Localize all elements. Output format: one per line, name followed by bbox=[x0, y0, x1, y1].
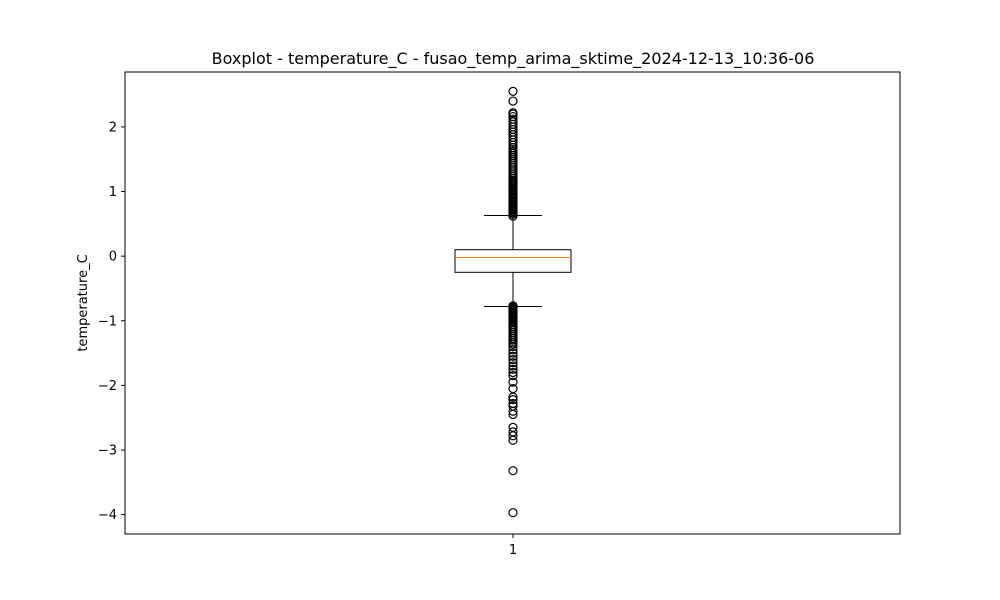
outlier-point bbox=[508, 406, 518, 416]
outlier-point bbox=[508, 342, 518, 352]
y-tick-label: −1 bbox=[98, 314, 117, 329]
outlier-point bbox=[508, 409, 518, 420]
x-tick-label: 1 bbox=[509, 543, 517, 558]
outlier-point bbox=[508, 377, 518, 387]
y-axis-label: temperature_C bbox=[76, 254, 91, 351]
iqr-box bbox=[454, 249, 572, 273]
outlier-point bbox=[508, 367, 518, 378]
outlier-point bbox=[508, 86, 518, 96]
outlier-point bbox=[508, 466, 518, 476]
outlier-point bbox=[508, 364, 518, 374]
outlier-point bbox=[508, 358, 518, 368]
outlier-point bbox=[508, 114, 518, 124]
outlier-point bbox=[508, 351, 518, 361]
outlier-point bbox=[508, 111, 518, 122]
y-tick-label: 2 bbox=[109, 120, 117, 135]
outlier-point bbox=[508, 345, 518, 355]
outlier-point bbox=[508, 431, 518, 441]
outlier-point bbox=[508, 508, 518, 518]
outlier-point bbox=[508, 339, 518, 349]
outlier-point bbox=[508, 361, 518, 371]
y-tick-label: 1 bbox=[109, 185, 117, 200]
y-tick-label: −3 bbox=[98, 444, 117, 459]
y-tick-label: −2 bbox=[98, 379, 117, 394]
outlier-point bbox=[508, 96, 518, 106]
outlier-point bbox=[508, 108, 518, 118]
outlier-point bbox=[508, 395, 518, 405]
y-tick-label: 0 bbox=[109, 250, 117, 265]
outlier-point bbox=[508, 392, 518, 402]
outlier-point bbox=[508, 348, 518, 358]
outlier-point bbox=[508, 371, 518, 381]
outlier-point bbox=[508, 354, 518, 365]
outlier-point bbox=[508, 435, 518, 445]
plot-area: −4 −3 −2 −1 0 1 2 1 bbox=[98, 71, 901, 558]
chart-title: Boxplot - temperature_C - fusao_temp_ari… bbox=[212, 49, 815, 69]
y-tick-label: −4 bbox=[98, 508, 117, 523]
